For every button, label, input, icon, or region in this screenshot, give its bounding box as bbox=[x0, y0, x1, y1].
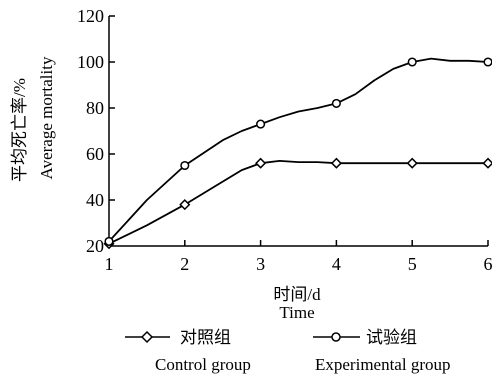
x-tick-label: 5 bbox=[408, 254, 417, 274]
y-tick-label: 20 bbox=[86, 236, 104, 256]
y-tick-label: 40 bbox=[86, 190, 104, 210]
series-line-control bbox=[108, 159, 488, 245]
y-axis-label-en: Average mortality bbox=[37, 56, 56, 179]
legend-label-experimental-en: Experimental group bbox=[315, 355, 451, 374]
data-point-control bbox=[255, 157, 267, 169]
legend-marker-control bbox=[140, 330, 154, 344]
data-point-experimental bbox=[331, 98, 341, 108]
axis-labels: 时间/d Time 平均死亡率/% Average mortality bbox=[10, 56, 321, 322]
legend-item-control: 对照组 Control group bbox=[125, 328, 251, 374]
x-tick-label: 3 bbox=[256, 254, 265, 274]
data-point-experimental bbox=[256, 119, 266, 129]
y-axis-label-cn: 平均死亡率/% bbox=[10, 78, 29, 182]
series-group bbox=[103, 57, 492, 250]
y-tick-label: 100 bbox=[77, 52, 104, 72]
x-tick-label: 6 bbox=[484, 254, 492, 274]
legend-marker-experimental bbox=[331, 332, 341, 342]
data-point-control bbox=[179, 199, 191, 211]
x-axis-label-en: Time bbox=[279, 303, 314, 322]
data-point-control bbox=[482, 157, 492, 169]
data-point-experimental bbox=[180, 160, 190, 171]
legend-label-control-cn: 对照组 bbox=[180, 328, 231, 347]
legend-label-experimental-cn: 试验组 bbox=[366, 328, 417, 347]
legend-item-experimental: 试验组 Experimental group bbox=[313, 328, 451, 374]
x-axis-label-cn: 时间/d bbox=[273, 285, 321, 304]
y-tick-label: 60 bbox=[86, 144, 104, 164]
data-point-control bbox=[406, 157, 418, 169]
data-point-experimental bbox=[104, 236, 114, 246]
x-tick-label: 4 bbox=[332, 254, 341, 274]
data-point-experimental bbox=[407, 57, 417, 67]
legend: 对照组 Control group 试验组 Experimental group bbox=[125, 328, 451, 374]
axes: 20 40 60 80 100 120 1 2 3 4 5 6 bbox=[77, 6, 492, 274]
x-tick-label: 1 bbox=[105, 254, 114, 274]
x-tick-label: 2 bbox=[180, 254, 189, 274]
legend-label-control-en: Control group bbox=[155, 355, 251, 374]
y-tick-label: 80 bbox=[86, 98, 104, 118]
data-point-control bbox=[330, 157, 342, 169]
y-tick-label: 120 bbox=[77, 6, 104, 26]
series-line-experimental bbox=[108, 57, 489, 243]
data-point-experimental bbox=[483, 57, 492, 67]
